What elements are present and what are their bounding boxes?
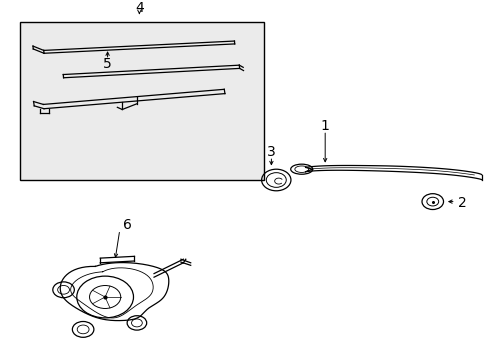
Text: 4: 4 <box>135 1 143 15</box>
Text: 6: 6 <box>122 218 131 232</box>
Bar <box>20 22 264 180</box>
Text: 5: 5 <box>103 57 112 71</box>
Text: 3: 3 <box>266 145 275 159</box>
Text: 1: 1 <box>320 119 329 133</box>
Text: 2: 2 <box>457 196 466 210</box>
